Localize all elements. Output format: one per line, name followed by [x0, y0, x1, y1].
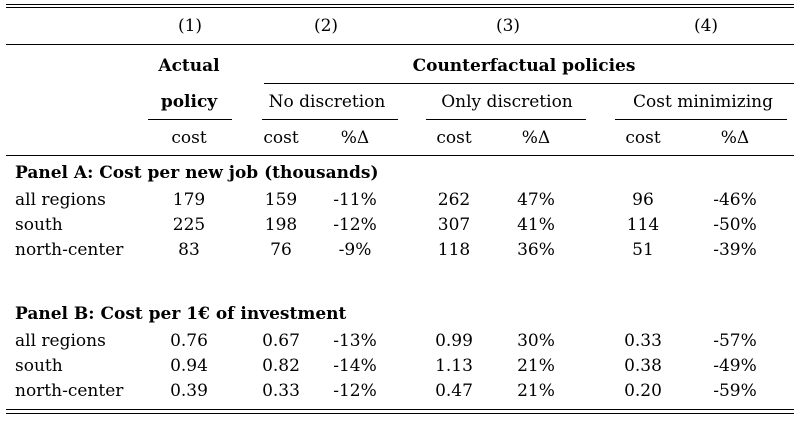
cell: 118	[437, 240, 471, 260]
cell: 0.99	[435, 331, 473, 351]
sub-header: %Δ	[340, 128, 370, 148]
cell: 0.94	[170, 356, 208, 376]
cell: -57%	[713, 331, 757, 351]
cell: -59%	[713, 381, 757, 401]
cell: 0.47	[435, 381, 473, 401]
sub-header: cost	[436, 128, 472, 148]
cell: 76	[270, 240, 292, 260]
cell: -12%	[333, 215, 377, 235]
col-number-1: (1)	[177, 16, 203, 36]
panel-a-title: Panel A: Cost per new job (thousands)	[15, 163, 379, 183]
cell: 96	[632, 190, 654, 210]
actual-underline	[148, 119, 232, 120]
sub-header: cost	[263, 128, 299, 148]
row-label: all regions	[15, 190, 106, 210]
cell: -9%	[338, 240, 372, 260]
cell: 262	[437, 190, 471, 210]
bottom-rule-1	[6, 409, 794, 410]
col-number-4: (4)	[693, 16, 719, 36]
header-rule	[6, 155, 794, 156]
cell: -50%	[713, 215, 757, 235]
cell: 47%	[517, 190, 555, 210]
actual-label: Actual	[158, 56, 220, 76]
cell: 0.20	[624, 381, 662, 401]
row-label: all regions	[15, 331, 106, 351]
cell: 0.39	[170, 381, 208, 401]
policy-label: policy	[160, 92, 218, 112]
cell: -46%	[713, 190, 757, 210]
cost-min-underline	[615, 119, 787, 120]
group-only-discretion: Only discretion	[441, 92, 573, 112]
cell: 21%	[517, 356, 555, 376]
cell: -14%	[333, 356, 377, 376]
panel-b-title: Panel B: Cost per 1€ of investment	[15, 304, 347, 324]
cell: 0.33	[624, 331, 662, 351]
top-rule-2	[6, 7, 794, 8]
cell: 1.13	[435, 356, 473, 376]
cell: -11%	[333, 190, 377, 210]
row-label: south	[15, 215, 63, 235]
sub-header: %Δ	[720, 128, 750, 148]
counterfactual-label: Counterfactual policies	[412, 56, 636, 76]
cell: 83	[178, 240, 200, 260]
no-discretion-underline	[262, 119, 398, 120]
row-label: south	[15, 356, 63, 376]
cell: -13%	[333, 331, 377, 351]
cell: 0.76	[170, 331, 208, 351]
cell: 0.82	[262, 356, 300, 376]
cell: -12%	[333, 381, 377, 401]
cell: 30%	[517, 331, 555, 351]
sub-header: %Δ	[521, 128, 551, 148]
bottom-rule-2	[6, 413, 794, 414]
row-label: north-center	[15, 240, 124, 260]
cell: -49%	[713, 356, 757, 376]
cell: 36%	[517, 240, 555, 260]
cell: -39%	[713, 240, 757, 260]
col-number-2: (2)	[313, 16, 339, 36]
cell: 0.67	[262, 331, 300, 351]
sub-header: cost	[625, 128, 661, 148]
counterfactual-underline	[264, 83, 794, 84]
cell: 0.33	[262, 381, 300, 401]
cell: 114	[626, 215, 660, 235]
cell: 41%	[517, 215, 555, 235]
only-discretion-underline	[426, 119, 586, 120]
cell: 51	[632, 240, 654, 260]
cell: 179	[172, 190, 206, 210]
sub-header: cost	[171, 128, 207, 148]
cell: 307	[437, 215, 471, 235]
top-rule-1	[6, 4, 794, 5]
col-number-rule	[6, 44, 794, 45]
cell: 225	[172, 215, 206, 235]
group-no-discretion: No discretion	[268, 92, 386, 112]
cell: 198	[264, 215, 298, 235]
cell: 21%	[517, 381, 555, 401]
cell: 0.38	[624, 356, 662, 376]
cell: 159	[264, 190, 298, 210]
group-cost-minimizing: Cost minimizing	[633, 92, 773, 112]
row-label: north-center	[15, 381, 124, 401]
col-number-3: (3)	[495, 16, 521, 36]
